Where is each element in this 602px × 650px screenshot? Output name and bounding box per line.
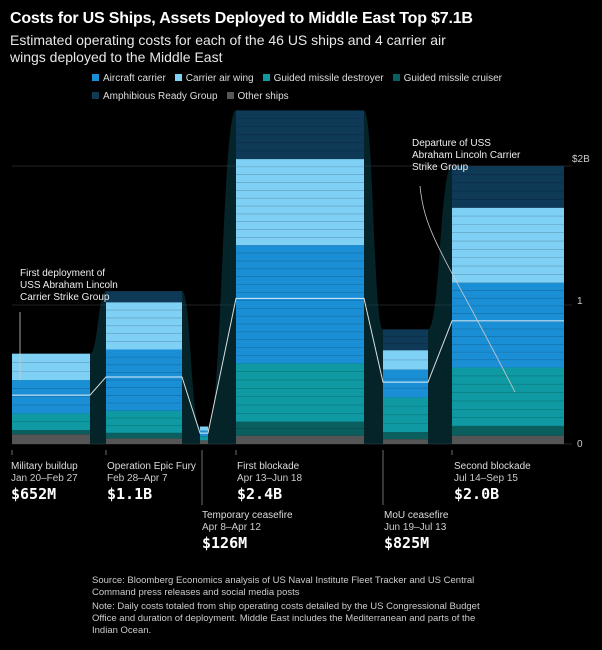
bar-segment-other-ships [12,434,90,444]
legend-swatch [174,74,182,81]
bar-segment-other-ships [236,435,364,444]
period-epic-fury: Operation Epic Fury Feb 28–Apr 7 $1.1B [107,461,196,503]
period-dates: Jun 19–Jul 13 [384,522,447,533]
bar-segment-guided-missile-destroyer [383,397,428,433]
legend-label: Other ships [237,91,289,102]
legend-item: Guided missile cruiser [392,70,503,88]
legend-item: Other ships [226,88,289,106]
bar-segment-other-ships [106,438,182,444]
chart-title: Costs for US Ships, Assets Deployed to M… [10,10,473,27]
y-tick-2b: $2B [572,154,590,165]
connector-band [182,291,200,444]
bar-segment-guided-missile-destroyer [200,436,208,441]
period-dates: Apr 13–Jun 18 [237,473,303,484]
bar-segment-carrier-air-wing [106,302,182,350]
annotation-departure: Departure of USS Abraham Lincoln Carrier… [412,138,521,173]
period-temporary-ceasefire: Temporary ceasefire Apr 8–Apr 12 $126M [202,510,293,552]
bar-segment-guided-missile-destroyer [12,413,90,431]
period-value: $2.4B [237,485,283,503]
y-tick-0: 0 [577,439,583,450]
period-name: Second blockade [454,461,531,472]
bar-segment-guided-missile-cruiser [106,432,182,439]
bar-segment-carrier-air-wing [383,350,428,370]
legend-item: Carrier air wing [174,70,254,88]
bar-segment-aircraft-carrier [452,282,564,368]
bar-segment-aircraft-carrier [383,369,428,398]
period-second-blockade: Second blockade Jul 14–Sep 15 $2.0B [454,461,531,503]
period-dates: Feb 28–Apr 7 [107,473,168,484]
period-military-buildup: Military buildup Jan 20–Feb 27 $652M [11,461,78,503]
period-dates: Apr 8–Apr 12 [202,522,261,533]
period-dates: Jan 20–Feb 27 [11,473,78,484]
legend-label: Amphibious Ready Group [103,91,218,102]
y-tick-1: 1 [577,296,583,307]
connector-band [428,166,452,444]
period-name: First blockade [237,461,300,472]
period-mou-ceasefire: MoU ceasefire Jun 19–Jul 13 $825M [384,510,449,552]
legend: Aircraft carrier Carrier air wing Guided m… [92,70,522,106]
bar-segment-amphibious-ready-group [236,110,364,160]
bar-segment-aircraft-carrier [236,245,364,364]
period-value: $652M [11,485,57,503]
source-note: Source: Bloomberg Economics analysis of … [92,575,475,598]
annotation-first-deployment: First deployment of USS Abraham Lincoln … [20,268,118,303]
period-name: Temporary ceasefire [202,510,293,521]
period-dates: Jul 14–Sep 15 [454,473,518,484]
connector-band [90,291,106,444]
bar-segment-carrier-air-wing [452,207,564,283]
connector-band [208,110,236,445]
bar-segment-carrier-air-wing [12,353,90,381]
period-value: $2.0B [454,485,500,503]
legend-swatch [92,92,99,99]
legend-label: Carrier air wing [185,73,254,84]
annotation-leader-departure [419,185,516,393]
bar-segment-amphibious-ready-group [383,329,428,351]
bar-segment-other-ships [383,439,428,444]
period-first-blockade: First blockade Apr 13–Jun 18 $2.4B [237,461,303,503]
legend-label: Guided missile cruiser [403,73,503,84]
bar-segment-guided-missile-cruiser [12,430,90,435]
bar-segment-guided-missile-cruiser [236,421,364,436]
bar-segment-carrier-air-wing [236,159,364,246]
period-value: $126M [202,534,248,552]
bar-segment-aircraft-carrier [106,349,182,411]
legend-swatch [262,74,270,81]
bar-segment-guided-missile-destroyer [452,367,564,426]
legend-label: Aircraft carrier [103,73,166,84]
legend-swatch [226,92,234,99]
bar-segment-aircraft-carrier [12,380,90,414]
bar-segment-guided-missile-destroyer [236,363,364,422]
period-value: $825M [384,534,430,552]
bar-segment-other-ships [200,440,208,444]
legend-item: Guided missile destroyer [262,70,384,88]
period-value: $1.1B [107,485,153,503]
connector-band [364,110,383,445]
bar-segment-amphibious-ready-group [452,166,564,208]
legend-item: Aircraft carrier [92,70,166,88]
legend-swatch [392,74,400,81]
period-name: Operation Epic Fury [107,461,196,472]
bar-segment-carrier-air-wing [200,426,208,431]
period-name: Military buildup [11,461,78,472]
legend-swatch [92,74,99,81]
period-name: MoU ceasefire [384,510,449,521]
bar-segment-guided-missile-cruiser [383,432,428,440]
bar-segment-other-ships [452,435,564,444]
footnote: Note: Daily costs totaled from ship oper… [92,601,480,636]
chart-subtitle: Estimated operating costs for each of th… [10,32,446,65]
legend-label: Guided missile destroyer [273,73,384,84]
legend-item: Amphibious Ready Group [92,88,218,106]
bar-segment-amphibious-ready-group [106,291,182,303]
bar-segment-guided-missile-cruiser [452,425,564,436]
bar-segment-guided-missile-destroyer [106,410,182,433]
carrier-group-outline [12,297,564,434]
